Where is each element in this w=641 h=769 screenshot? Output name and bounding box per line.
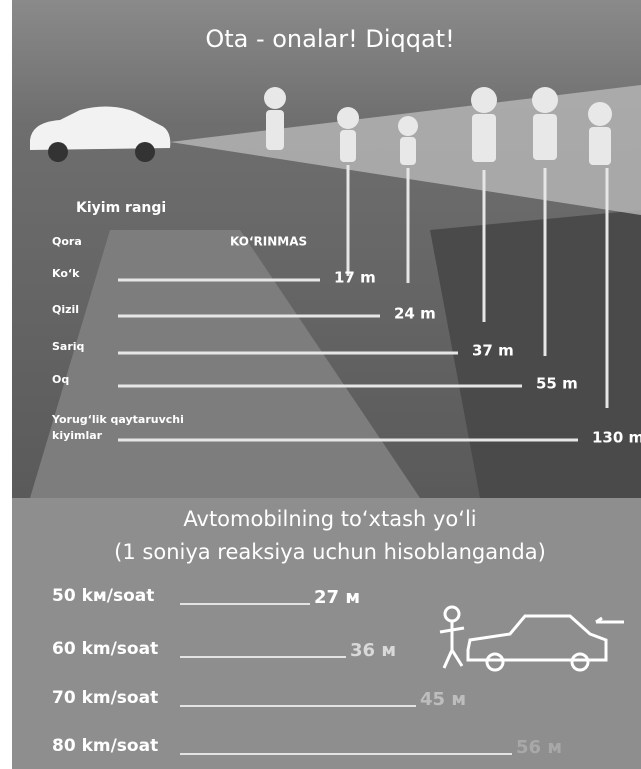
stopping-label: 45 м [420,689,466,710]
distance-label: 55 m [536,375,578,393]
speed-label: 80 km/soat [52,736,158,756]
speed-label: 50 kм/soat [52,586,154,606]
row-label: Qizil [52,303,79,316]
bottom-title: (1 soniya reaksiya uchun hisoblanganda) [114,540,546,564]
stopping-label: 27 м [314,587,360,608]
row-label: Ko‘k [52,267,80,280]
stopping-label: 36 м [350,640,396,661]
invisible-note: KO‘RINMAS [230,235,307,249]
row-label: Qora [52,235,82,248]
bottom-title: Avtomobilning to‘xtash yo‘li [183,507,476,531]
distance-label: 17 m [334,269,376,287]
stopping-label: 56 м [516,737,562,758]
bottom-panel [12,498,641,769]
page: {"top": {"title": "Ota - onalar! Diqqat!… [0,0,641,769]
header: Kiyim rangi [76,200,166,216]
row-label: Oq [52,373,69,386]
distance-label: 24 m [394,305,436,323]
speed-label: 70 km/soat [52,688,158,708]
distance-label: 130 m [592,429,641,447]
title: Ota - onalar! Diqqat! [205,25,454,53]
row-label: Sariq [52,340,84,353]
row-label: Yorug‘lik qaytaruvchi [51,413,184,426]
row-label: kiyimlar [52,429,103,442]
distance-label: 37 m [472,342,514,360]
infographic: Ota - onalar! Diqqat! Kiyim rangi Qora K… [0,0,641,769]
speed-label: 60 km/soat [52,639,158,659]
